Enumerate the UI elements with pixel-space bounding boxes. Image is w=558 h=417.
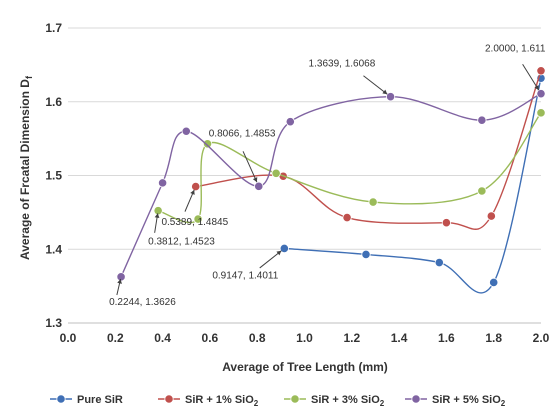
- x-tick-label-3: 0.6: [202, 331, 219, 345]
- point-s0-0: [279, 243, 289, 254]
- y-tick-label-4: 1.7: [45, 21, 62, 35]
- annotation-arrowhead-1: [154, 213, 160, 219]
- point-s3-2: [181, 126, 191, 136]
- legend-label-text-2: SiR + 3% SiO: [311, 394, 380, 406]
- annotation-arrowhead-3: [252, 177, 258, 183]
- x-tick-label-2: 0.4: [154, 331, 171, 345]
- y-tick-label-3: 1.6: [45, 95, 62, 109]
- point-s3-0: [116, 272, 126, 282]
- x-tick-label-6: 1.2: [343, 331, 360, 345]
- point-s0-1: [361, 249, 371, 260]
- point-s1-4: [486, 211, 496, 221]
- point-s3-4: [285, 117, 295, 127]
- annotation-label-3: 0.8066, 1.4853: [209, 128, 276, 139]
- x-tick-label-1: 0.2: [107, 331, 124, 345]
- annotation-arrowhead-4: [276, 250, 282, 256]
- point-s2-4: [368, 197, 378, 207]
- x-tick-label-10: 2.0: [533, 331, 550, 345]
- x-tick-label-4: 0.8: [249, 331, 266, 345]
- y-tick-label-1: 1.4: [45, 242, 62, 256]
- legend-label-subscript-3: 2: [501, 399, 506, 408]
- legend-label-1: SiR + 1% SiO2: [185, 394, 259, 408]
- legend-label-2: SiR + 3% SiO2: [311, 394, 385, 408]
- annotation-label-0: 0.2244, 1.3626: [109, 297, 176, 308]
- point-s3-5: [385, 92, 396, 102]
- annotations: 0.2244, 1.3626 0.3812, 1.4523 0.5389, 1.48…: [109, 44, 546, 308]
- series-line-0: [284, 77, 542, 294]
- point-s3-7: [536, 89, 546, 99]
- point-s0-3: [489, 277, 499, 288]
- x-tick-label-7: 1.4: [391, 331, 408, 345]
- point-s2-1: [193, 214, 203, 224]
- point-s0-2: [434, 257, 444, 268]
- legend-swatch-marker-2: [290, 394, 300, 404]
- point-s1-0: [191, 181, 201, 192]
- tick-labels: 1.3 1.4 1.5 1.6 1.7 0.0 0.2 0.4 0.6 0.8 1.0 1.2 1.4 1…: [45, 21, 549, 345]
- x-tick-label-0: 0.0: [60, 331, 77, 345]
- legend-label-text-0: Pure SiR: [77, 394, 123, 406]
- point-s1-5: [536, 66, 546, 76]
- annotation-leader-3: [242, 151, 258, 183]
- annotation-leader-5: [363, 75, 388, 95]
- x-tick-label-8: 1.6: [438, 331, 455, 345]
- legend-swatch-marker-0: [56, 394, 66, 404]
- annotation-leader-4: [259, 250, 282, 269]
- point-s2-6: [536, 108, 546, 118]
- point-s1-2: [342, 212, 352, 223]
- y-axis-title-main: Average of Frcatal Dimension D: [18, 79, 32, 260]
- annotation-label-2: 0.5389, 1.4845: [161, 217, 228, 228]
- legend-label-subscript-2: 2: [380, 399, 385, 408]
- series-line-1: [195, 70, 542, 230]
- x-axis-title: Average of Tree Length (mm): [222, 360, 388, 374]
- y-tick-label-2: 1.5: [45, 169, 62, 183]
- annotation-arrowhead-6: [534, 85, 539, 91]
- annotation-arrowhead-0: [117, 279, 122, 284]
- annotation-arrowhead-2: [190, 189, 195, 195]
- legend-label-3: SiR + 5% SiO2: [432, 394, 506, 408]
- legend-swatch-marker-3: [411, 394, 421, 404]
- y-tick-label-0: 1.3: [45, 316, 62, 330]
- annotation-label-6: 2.0000, 1.611: [485, 44, 546, 55]
- legend: Pure SiR SiR + 1% SiO2 SiR + 3% SiO2 SiR + …: [50, 394, 506, 408]
- legend-label-subscript-1: 2: [254, 399, 259, 408]
- series-lines: [116, 66, 546, 294]
- annotation-arrowhead-5: [382, 89, 388, 95]
- x-tick-label-5: 1.0: [296, 331, 313, 345]
- x-tick-label-9: 1.8: [485, 331, 502, 345]
- point-s1-3: [441, 218, 451, 228]
- annotation-leader-6: [522, 63, 540, 91]
- point-s3-1: [158, 178, 168, 188]
- point-s2-3: [271, 168, 281, 178]
- point-s3-6: [477, 115, 487, 125]
- legend-label-0: Pure SiR: [77, 394, 123, 406]
- point-s3-3: [254, 181, 264, 191]
- y-axis-title-subscript: f: [24, 75, 34, 79]
- point-s2-5: [477, 186, 487, 196]
- legend-swatch-marker-1: [164, 394, 174, 404]
- annotation-label-4: 0.9147, 1.4011: [212, 270, 278, 281]
- annotation-label-5: 1.3639, 1.6068: [309, 59, 376, 70]
- legend-label-text-3: SiR + 5% SiO: [432, 394, 501, 406]
- point-s2-2: [202, 139, 213, 149]
- gridlines: [68, 27, 541, 324]
- annotation-label-1: 0.3812, 1.4523: [148, 237, 215, 248]
- y-axis-title: Average of Frcatal Dimension Df: [18, 75, 34, 260]
- legend-label-text-1: SiR + 1% SiO: [185, 394, 254, 406]
